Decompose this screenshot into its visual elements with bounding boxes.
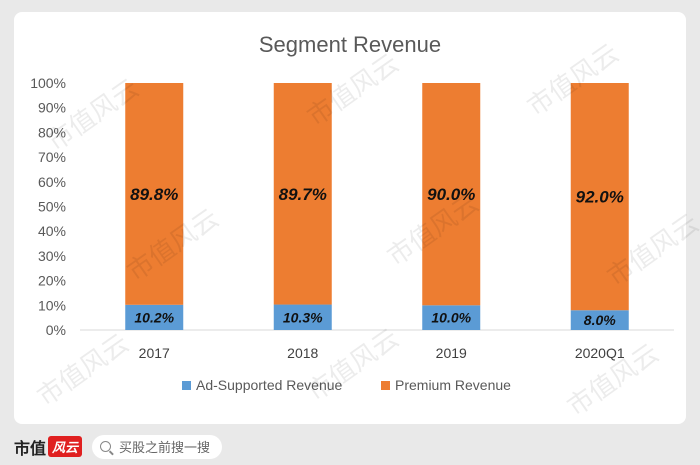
y-tick-label: 90% (38, 100, 66, 116)
brand-main-text: 市值 (14, 440, 47, 458)
y-tick-label: 100% (30, 75, 66, 91)
y-tick-label: 70% (38, 149, 66, 165)
data-label: 90.0% (427, 185, 475, 204)
search-placeholder: 买股之前搜一搜 (119, 440, 211, 455)
bar-premium (273, 83, 332, 305)
legend-entry: Premium Revenue (395, 377, 511, 393)
bar-premium (570, 83, 629, 311)
x-tick-label: 2020Q1 (575, 345, 625, 361)
bar-ad-supported (125, 304, 184, 330)
y-tick-label: 80% (38, 124, 66, 140)
data-label: 10.3% (283, 309, 323, 325)
chart-title: Segment Revenue (259, 32, 441, 57)
y-tick-label: 30% (38, 248, 66, 264)
data-label: 10.2% (134, 309, 174, 325)
data-label: 92.0% (576, 188, 624, 207)
bar-premium (422, 83, 481, 306)
search-icon (100, 441, 112, 452)
x-tick-label: 2017 (139, 345, 170, 361)
data-label: 8.0% (584, 312, 616, 328)
chart-card: Segment Revenue 0% 10% 20% 30% 40% 50% 60% 70% 80… (14, 12, 686, 424)
search-box[interactable]: 买股之前搜一搜 (92, 434, 223, 459)
brand-logo: 市值 风云 (14, 435, 83, 459)
legend-swatch (381, 381, 390, 390)
y-tick-label: 40% (38, 223, 66, 239)
legend-swatch (182, 381, 191, 390)
data-label: 89.8% (130, 185, 178, 204)
footer-bar: 市值 风云 买股之前搜一搜 (0, 428, 700, 465)
y-tick-label: 20% (38, 273, 66, 289)
data-label: 89.7% (279, 185, 327, 204)
x-tick-label: 2018 (287, 345, 318, 361)
brand-badge: 风云 (48, 436, 83, 457)
y-tick-label: 10% (38, 297, 66, 313)
data-label: 10.0% (431, 310, 471, 326)
bar-premium (125, 83, 184, 305)
bar-ad-supported (422, 305, 481, 330)
y-tick-label: 0% (46, 322, 66, 338)
bar-ad-supported (570, 310, 629, 330)
legend-entry: Ad-Supported Revenue (196, 377, 343, 393)
y-tick-label: 50% (38, 199, 66, 215)
x-tick-label: 2019 (436, 345, 467, 361)
chart: Segment Revenue 0% 10% 20% 30% 40% 50% 60% 70% 80… (30, 32, 674, 393)
bar-ad-supported (273, 304, 332, 330)
y-tick-label: 60% (38, 174, 66, 190)
